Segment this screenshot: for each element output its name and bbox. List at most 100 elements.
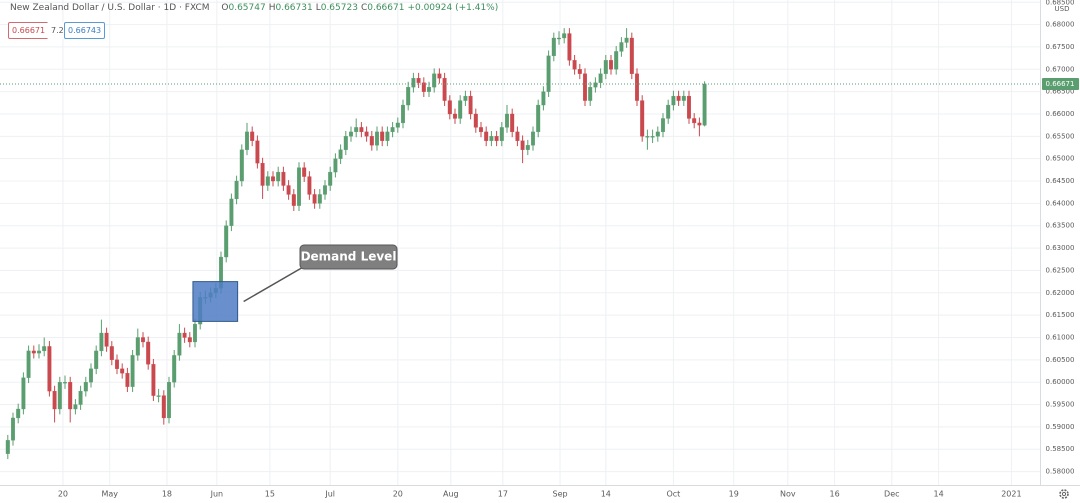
candle-body	[359, 127, 364, 133]
candle-body	[510, 113, 515, 133]
candle-body	[245, 131, 249, 150]
x-tick-label: 18	[162, 490, 172, 499]
candle-body	[78, 390, 83, 405]
buy-button[interactable]: 0.66743	[64, 22, 106, 39]
x-tick-label: Nov	[780, 490, 796, 499]
x-tick-label: 20	[393, 490, 403, 499]
candle-body	[525, 145, 530, 150]
ohlc-label: H	[268, 3, 276, 13]
candle-body	[609, 60, 613, 70]
candle-body	[494, 136, 499, 141]
candle-body	[229, 198, 234, 226]
chart-header: New Zealand Dollar / U.S. Dollar · 1D · …	[10, 3, 504, 13]
demand-zone	[192, 281, 239, 322]
candle-body	[338, 149, 343, 159]
x-tick-label: 15	[265, 490, 275, 499]
candle-body	[104, 332, 109, 347]
candle-body	[380, 131, 385, 141]
candle-body	[645, 136, 650, 138]
y-tick-label: 0.62000	[1046, 289, 1075, 297]
x-tick-label: 14	[934, 490, 944, 499]
candle-body	[135, 337, 140, 356]
candle-body	[26, 350, 31, 378]
candle-body	[333, 158, 338, 173]
candle-body	[406, 87, 411, 106]
candle-body	[271, 176, 275, 182]
x-tick-label: 14	[601, 490, 611, 499]
candle-body	[416, 78, 421, 83]
y-tick-label: 0.67000	[1046, 65, 1075, 73]
candle-body	[577, 69, 582, 74]
candle-body	[369, 136, 374, 146]
candle-body	[546, 55, 551, 92]
candle-body	[156, 395, 161, 397]
candle-body	[115, 359, 119, 369]
candle-body	[614, 51, 619, 70]
x-tick-label: Oct	[666, 490, 680, 499]
ohlc-value: 0.66731	[275, 3, 313, 13]
candle-body	[73, 404, 78, 410]
candle-body	[281, 171, 286, 186]
candle-body	[531, 131, 535, 146]
candle-body	[343, 136, 348, 150]
y-tick-label: 0.59000	[1046, 423, 1075, 431]
x-tick-label: Sep	[553, 490, 568, 499]
candle-body	[588, 87, 593, 101]
candle-body	[83, 382, 88, 392]
ohlc-value: 0.65723	[320, 3, 358, 13]
callout-pointer	[243, 265, 306, 303]
candle-body	[557, 37, 561, 40]
candle-body	[447, 100, 452, 115]
candle-body	[99, 332, 104, 352]
candle-body	[562, 33, 567, 39]
grid	[0, 0, 1040, 485]
candle-body	[421, 82, 426, 92]
candle-body	[291, 194, 296, 206]
ohlc-label: C	[360, 3, 368, 13]
y-tick-label: 0.58000	[1046, 468, 1075, 476]
candle-body	[31, 350, 36, 354]
candle-body	[572, 60, 577, 70]
candle-body	[598, 73, 603, 83]
candle-body	[536, 104, 541, 133]
candle-body	[130, 355, 135, 387]
candle-body	[629, 37, 634, 74]
candle-body	[63, 382, 67, 384]
change: +0.00924 (+1.41%)	[407, 3, 499, 13]
candle-body	[177, 332, 182, 356]
candle-body	[468, 95, 473, 115]
candle-body	[307, 176, 312, 195]
candle-body	[635, 73, 639, 101]
candle-body	[442, 78, 447, 101]
y-tick-label: 0.61000	[1046, 333, 1075, 341]
candle-body	[68, 382, 73, 410]
candle-body	[655, 131, 660, 137]
candle-body	[520, 140, 525, 150]
candle-body	[666, 104, 671, 119]
y-tick-label: 0.67500	[1046, 43, 1075, 51]
candle-body	[681, 95, 686, 101]
ohlc-value: 0.66671	[367, 3, 405, 13]
candle-body	[676, 95, 681, 101]
x-tick-label: Aug	[443, 490, 459, 499]
candle-body	[583, 73, 587, 101]
candle-body	[328, 171, 333, 186]
price-tag	[1042, 77, 1079, 90]
candle-body	[650, 136, 655, 138]
candle-body	[323, 185, 327, 195]
candle-body	[453, 113, 457, 119]
y-tick-label: 0.65500	[1046, 132, 1075, 140]
candle-body	[473, 113, 478, 128]
ohlc-label: L	[315, 3, 321, 13]
callout-box	[299, 244, 398, 270]
settings-icon[interactable]	[1059, 489, 1069, 499]
candle-body	[161, 395, 166, 419]
candle-body	[619, 42, 624, 52]
candle-body	[427, 87, 431, 92]
y-tick-label: 0.63000	[1046, 244, 1075, 252]
sell-button[interactable]: 0.66671	[8, 22, 50, 39]
x-tick-label: 16	[830, 490, 840, 499]
x-tick-label: May	[101, 490, 118, 499]
